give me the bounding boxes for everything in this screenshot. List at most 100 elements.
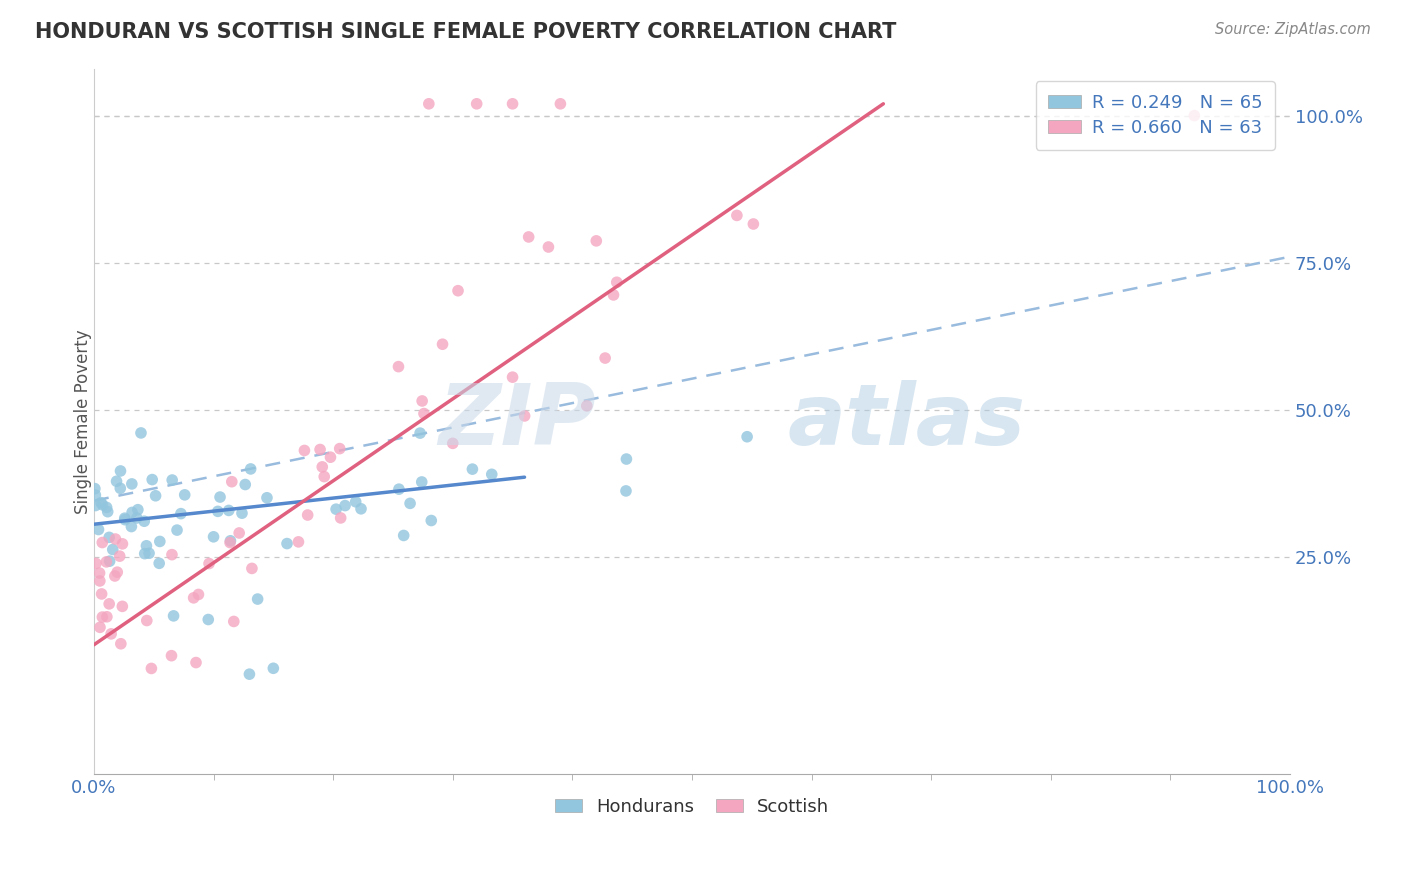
Point <box>135 614 157 628</box>
Point <box>84 499 107 513</box>
Point <box>344 494 367 508</box>
Point <box>141 473 163 487</box>
Point <box>585 234 607 248</box>
Point <box>207 504 229 518</box>
Point <box>110 464 132 478</box>
Point <box>197 613 219 627</box>
Point <box>329 442 352 456</box>
Point <box>166 523 188 537</box>
Point <box>294 443 316 458</box>
Point <box>145 489 167 503</box>
Point <box>111 537 134 551</box>
Point <box>105 475 128 489</box>
Point <box>502 96 524 111</box>
Point <box>148 557 170 571</box>
Point <box>276 536 298 550</box>
Point <box>91 610 114 624</box>
Point <box>160 548 183 562</box>
Point <box>550 96 572 111</box>
Point <box>114 513 136 527</box>
Point <box>1182 109 1205 123</box>
Text: Source: ZipAtlas.com: Source: ZipAtlas.com <box>1215 22 1371 37</box>
Point <box>221 475 243 489</box>
Point <box>101 542 124 557</box>
Point <box>104 532 127 546</box>
Point <box>481 467 503 482</box>
Point <box>89 566 111 580</box>
Point <box>218 503 240 517</box>
Point <box>432 337 454 351</box>
Point <box>502 370 524 384</box>
Point <box>91 535 114 549</box>
Point <box>160 648 183 663</box>
Point <box>287 534 309 549</box>
Point <box>104 569 127 583</box>
Text: atlas: atlas <box>787 380 1026 463</box>
Point <box>399 496 422 510</box>
Point <box>173 488 195 502</box>
Point <box>110 637 132 651</box>
Point <box>129 425 152 440</box>
Point <box>91 498 114 512</box>
Point <box>141 661 163 675</box>
Point <box>418 96 440 111</box>
Point <box>89 620 111 634</box>
Point <box>135 539 157 553</box>
Point <box>162 608 184 623</box>
Point <box>89 574 111 588</box>
Point <box>616 452 638 467</box>
Point <box>114 511 136 525</box>
Point <box>84 488 107 502</box>
Point <box>325 502 347 516</box>
Point <box>110 481 132 495</box>
Point <box>121 477 143 491</box>
Point <box>314 469 336 483</box>
Point <box>239 462 262 476</box>
Point <box>105 565 128 579</box>
Point <box>219 535 242 549</box>
Point <box>222 615 245 629</box>
Point <box>98 530 121 544</box>
Point <box>575 399 598 413</box>
Point <box>333 499 356 513</box>
Point <box>98 554 121 568</box>
Point <box>98 597 121 611</box>
Point <box>198 557 221 571</box>
Point <box>127 502 149 516</box>
Y-axis label: Single Female Poverty: Single Female Poverty <box>75 329 91 514</box>
Point <box>329 511 352 525</box>
Point <box>517 230 540 244</box>
Point <box>387 359 409 374</box>
Point <box>742 217 765 231</box>
Point <box>100 627 122 641</box>
Point <box>183 591 205 605</box>
Point <box>184 656 207 670</box>
Legend: Hondurans, Scottish: Hondurans, Scottish <box>546 789 838 825</box>
Point <box>350 501 373 516</box>
Point <box>238 667 260 681</box>
Point <box>614 483 637 498</box>
Point <box>735 430 758 444</box>
Point <box>90 496 112 510</box>
Point <box>219 533 242 548</box>
Point <box>90 587 112 601</box>
Point <box>411 394 433 409</box>
Point <box>602 288 624 302</box>
Point <box>134 514 156 528</box>
Point <box>297 508 319 522</box>
Point <box>319 450 342 465</box>
Point <box>262 661 284 675</box>
Point <box>420 514 443 528</box>
Point <box>593 351 616 365</box>
Point <box>121 505 143 519</box>
Point <box>96 555 118 569</box>
Point <box>513 409 536 423</box>
Text: HONDURAN VS SCOTTISH SINGLE FEMALE POVERTY CORRELATION CHART: HONDURAN VS SCOTTISH SINGLE FEMALE POVER… <box>35 22 897 42</box>
Point <box>97 505 120 519</box>
Point <box>461 462 484 476</box>
Point <box>233 477 256 491</box>
Point <box>138 546 160 560</box>
Point <box>209 490 232 504</box>
Point <box>409 426 432 441</box>
Point <box>411 475 433 489</box>
